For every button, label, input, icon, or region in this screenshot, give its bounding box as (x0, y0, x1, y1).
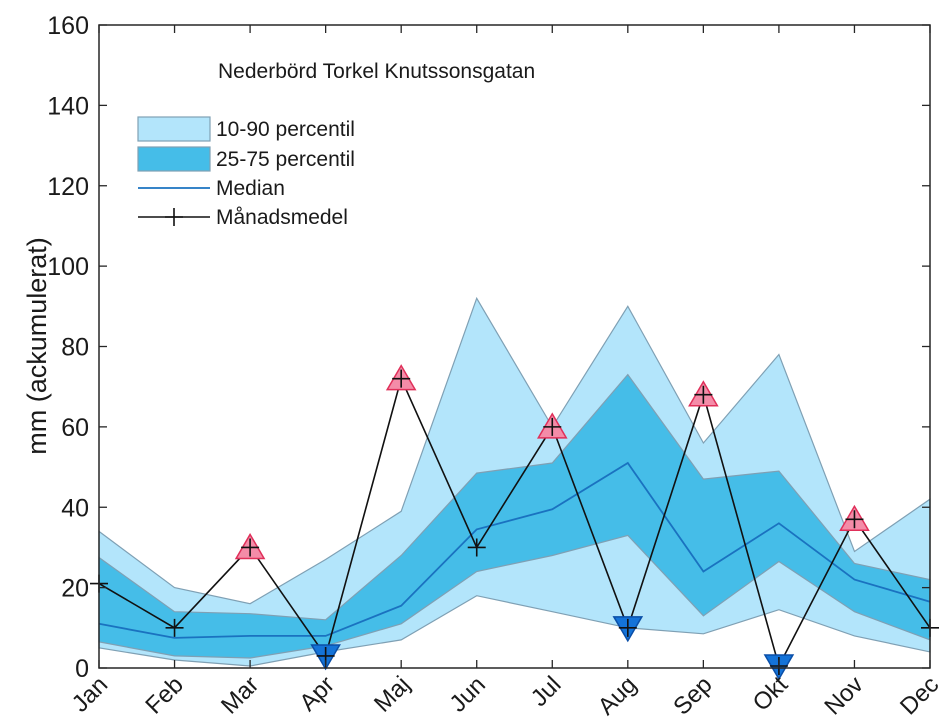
lines-layer (98, 376, 931, 669)
x-tick-label: Maj (369, 671, 415, 717)
legend-label: Median (216, 177, 285, 200)
y-tick-label: 120 (47, 173, 89, 201)
mean-line (98, 376, 931, 669)
markers-layer (90, 364, 939, 681)
median-line (98, 461, 931, 639)
legend-label: Månadsmedel (216, 206, 348, 229)
x-tick-label: Jul (526, 671, 567, 712)
mean-point (618, 618, 637, 637)
mean-point (543, 417, 562, 436)
x-tick-label: Jan (67, 671, 113, 717)
legend-swatch (137, 116, 211, 142)
legend-label: 10-90 percentil (216, 118, 355, 141)
mean-point (845, 510, 864, 529)
y-tick-label: 20 (61, 575, 89, 603)
y-tick-label: 0 (75, 655, 89, 683)
x-tick-label: Okt (748, 671, 794, 717)
y-tick-label: 80 (61, 334, 89, 362)
legend-plus-marker (165, 208, 183, 226)
mean-point (165, 618, 184, 637)
chart-title: Nederbörd Torkel Knutssonsgatan (218, 60, 535, 83)
x-tick-label: Mar (216, 671, 264, 719)
x-tick-label: Dec (895, 671, 944, 720)
bands-layer (98, 296, 931, 667)
mean-point (467, 538, 486, 557)
x-tick-label: Nov (819, 671, 868, 720)
y-tick-label: 140 (47, 92, 89, 120)
legend-label: 25-75 percentil (216, 148, 355, 171)
legend-swatch (137, 146, 211, 172)
x-tick-label: Aug (593, 671, 642, 720)
mean-point (392, 369, 411, 388)
mean-point (694, 385, 713, 404)
x-tick-label: Sep (668, 671, 717, 720)
y-tick-label: 100 (47, 253, 89, 281)
x-tick-label: Apr (294, 671, 340, 717)
y-axis: 0 20 40 60 80 100 120 140 160 (47, 12, 930, 683)
mean-point (241, 538, 260, 557)
y-axis-label: mm (ackumulerat) (22, 237, 52, 455)
legend: 10-90 percentil 25-75 percentil Median Måna… (137, 116, 355, 229)
x-tick-label: Feb (140, 671, 188, 719)
y-tick-label: 40 (61, 494, 89, 522)
y-tick-label: 160 (47, 12, 89, 40)
y-tick-label: 60 (61, 414, 89, 442)
x-tick-label: Jun (445, 671, 491, 717)
